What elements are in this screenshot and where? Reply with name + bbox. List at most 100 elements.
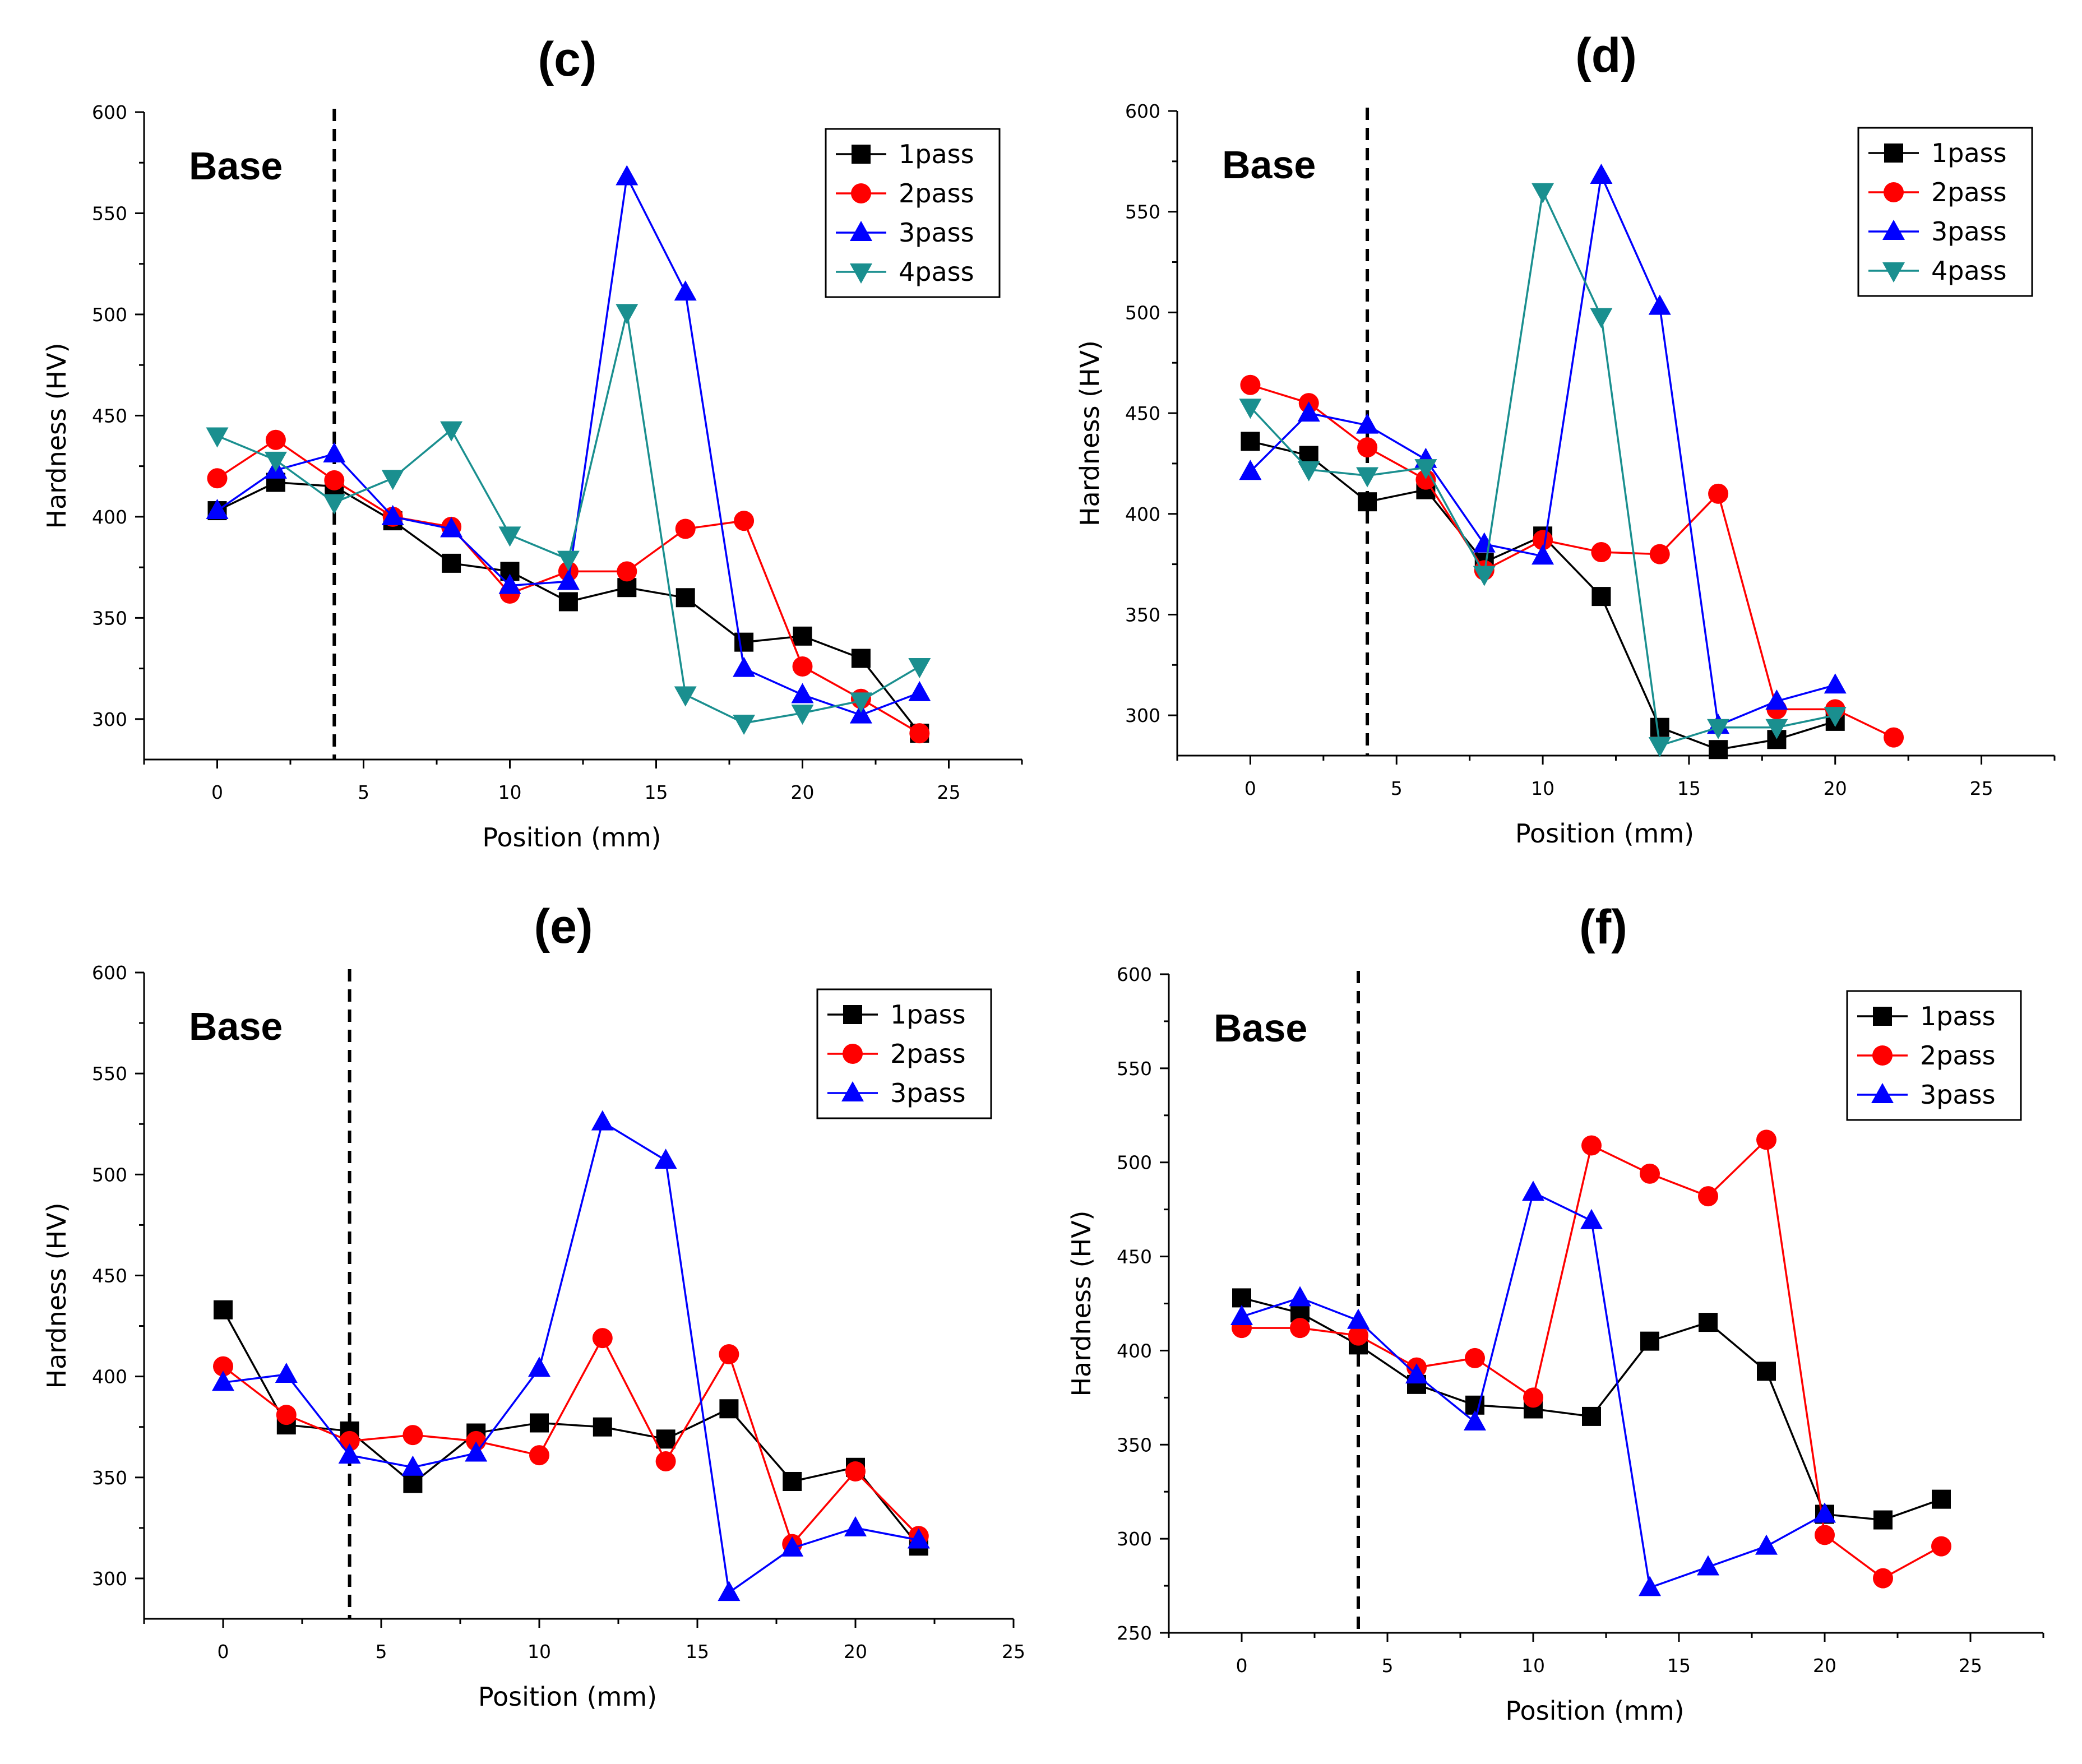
series-line-3pass bbox=[216, 173, 920, 716]
data-point-3pass bbox=[401, 1455, 424, 1476]
data-point-2pass bbox=[617, 561, 637, 582]
data-point-1pass bbox=[558, 592, 578, 612]
data-point-1pass bbox=[851, 649, 871, 668]
data-point-2pass bbox=[276, 1405, 297, 1425]
data-point-1pass bbox=[1591, 587, 1611, 606]
data-point-2pass bbox=[339, 1430, 360, 1451]
series-line-2pass bbox=[1250, 384, 1894, 739]
data-point-1pass bbox=[1650, 717, 1669, 737]
x-tick-label: 15 bbox=[1667, 1655, 1691, 1677]
data-point-3pass bbox=[1697, 1555, 1719, 1576]
data-point-2pass bbox=[655, 1451, 676, 1471]
base-annotation: Base bbox=[189, 144, 283, 188]
data-point-4pass bbox=[616, 304, 639, 325]
base-annotation: Base bbox=[1222, 143, 1316, 187]
series-2pass bbox=[1232, 1129, 1951, 1589]
data-point-3pass bbox=[465, 1441, 488, 1462]
series-3pass bbox=[1230, 1180, 1836, 1596]
data-point-4pass bbox=[791, 704, 814, 725]
legend-label-3pass: 3pass bbox=[890, 1078, 966, 1108]
data-point-3pass bbox=[908, 680, 931, 701]
x-tick-label: 10 bbox=[498, 781, 522, 803]
y-tick-label: 450 bbox=[92, 1265, 127, 1286]
y-tick-label: 550 bbox=[1125, 201, 1160, 223]
data-point-4pass bbox=[849, 692, 872, 713]
data-point-2pass bbox=[1640, 1163, 1660, 1184]
y-tick-label: 500 bbox=[92, 1164, 127, 1186]
data-point-1pass bbox=[656, 1429, 676, 1449]
data-point-4pass bbox=[323, 494, 346, 515]
legend-marker-1pass bbox=[1873, 1007, 1892, 1026]
data-point-4pass bbox=[264, 451, 287, 472]
data-point-4pass bbox=[1473, 566, 1496, 586]
x-tick-label: 10 bbox=[1521, 1655, 1545, 1677]
data-point-4pass bbox=[1824, 707, 1847, 728]
chart-title: (f) bbox=[1579, 900, 1627, 954]
series-1pass bbox=[207, 473, 929, 743]
data-point-4pass bbox=[1356, 467, 1379, 488]
data-point-3pass bbox=[1824, 673, 1847, 694]
legend-marker-1pass bbox=[1884, 143, 1903, 163]
legend-marker-3pass bbox=[850, 221, 872, 241]
data-point-4pass bbox=[440, 421, 463, 442]
x-tick-label: 0 bbox=[218, 1641, 229, 1663]
y-tick-label: 300 bbox=[1117, 1528, 1152, 1550]
data-point-2pass bbox=[1581, 1135, 1602, 1156]
y-tick-label: 400 bbox=[92, 506, 127, 528]
data-point-3pass bbox=[212, 1371, 234, 1391]
data-point-3pass bbox=[1473, 532, 1496, 553]
series-line-3pass bbox=[1250, 172, 1836, 727]
data-point-1pass bbox=[1640, 1331, 1659, 1351]
x-tick-label: 25 bbox=[1959, 1655, 1982, 1677]
x-axis-label: Position (mm) bbox=[1505, 1696, 1684, 1726]
x-axis-label: Position (mm) bbox=[482, 822, 661, 853]
data-point-1pass bbox=[1757, 1362, 1776, 1381]
data-point-3pass bbox=[849, 703, 872, 724]
data-point-3pass bbox=[338, 1443, 361, 1464]
data-point-3pass bbox=[1813, 1502, 1836, 1523]
data-point-1pass bbox=[676, 588, 695, 608]
chart-title: (d) bbox=[1575, 29, 1637, 82]
data-point-2pass bbox=[675, 518, 696, 539]
series-line-2pass bbox=[222, 1336, 920, 1547]
data-point-3pass bbox=[616, 165, 639, 186]
data-point-2pass bbox=[1290, 1318, 1310, 1339]
legend-label-1pass: 1pass bbox=[890, 999, 966, 1030]
data-point-3pass bbox=[1297, 401, 1320, 422]
y-tick-label: 550 bbox=[92, 202, 127, 224]
y-tick-label: 550 bbox=[1117, 1058, 1152, 1080]
data-point-1pass bbox=[530, 1413, 549, 1433]
legend-label-4pass: 4pass bbox=[1931, 256, 2007, 286]
data-point-4pass bbox=[1590, 308, 1613, 328]
series-4pass bbox=[206, 304, 931, 735]
legend-marker-2pass bbox=[1872, 1045, 1893, 1066]
data-point-3pass bbox=[381, 504, 404, 525]
data-point-3pass bbox=[206, 499, 229, 520]
data-point-3pass bbox=[1522, 1180, 1544, 1201]
chart-panel-3: (f) 250 300 350 400 450 500 550 600 0 5 10 15 20 25 Pos… bbox=[1066, 900, 2044, 1726]
y-tick-label: 600 bbox=[92, 101, 127, 123]
data-point-2pass bbox=[734, 511, 755, 531]
data-point-4pass bbox=[1765, 719, 1788, 739]
data-point-2pass bbox=[792, 656, 813, 677]
legend-label-3pass: 3pass bbox=[899, 217, 974, 248]
legend-marker-4pass bbox=[850, 263, 872, 284]
y-tick-label: 300 bbox=[1125, 705, 1160, 726]
legend: 1pass 2pass 3pass bbox=[816, 988, 992, 1119]
data-point-3pass bbox=[791, 683, 814, 703]
y-tick-label: 350 bbox=[92, 607, 127, 629]
data-point-3pass bbox=[844, 1516, 867, 1536]
data-point-2pass bbox=[1815, 1525, 1835, 1545]
data-point-3pass bbox=[440, 517, 463, 538]
data-point-4pass bbox=[557, 550, 580, 571]
y-tick-label: 400 bbox=[1117, 1340, 1152, 1362]
data-point-2pass bbox=[1708, 483, 1729, 504]
x-tick-label: 25 bbox=[937, 781, 961, 803]
chart-panel-0: (c) 300 350 400 450 500 550 600 0 5 10 15 20 25 Positi… bbox=[41, 33, 1023, 853]
series-line-2pass bbox=[1242, 1137, 1942, 1580]
legend-marker-3pass bbox=[1871, 1083, 1894, 1103]
data-point-3pass bbox=[1648, 294, 1671, 315]
series-2pass bbox=[213, 1328, 929, 1554]
data-point-3pass bbox=[1405, 1363, 1428, 1384]
